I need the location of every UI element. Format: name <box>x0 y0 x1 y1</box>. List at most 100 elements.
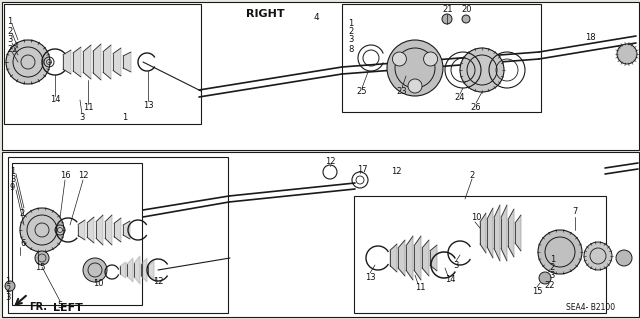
Text: 14: 14 <box>445 276 455 285</box>
Polygon shape <box>123 221 130 239</box>
Text: 23: 23 <box>397 87 407 97</box>
Text: 12: 12 <box>77 170 88 180</box>
Polygon shape <box>114 218 121 242</box>
Text: 1: 1 <box>5 277 10 286</box>
Text: 13: 13 <box>143 100 154 109</box>
Text: 3: 3 <box>453 261 459 270</box>
Text: 8: 8 <box>348 46 353 55</box>
Circle shape <box>617 44 637 64</box>
Polygon shape <box>83 45 91 79</box>
Text: 2: 2 <box>469 170 475 180</box>
Circle shape <box>538 230 582 274</box>
Polygon shape <box>390 244 397 272</box>
Bar <box>4 4 201 124</box>
Text: 15: 15 <box>532 286 542 295</box>
Bar <box>2 152 639 317</box>
Text: 11: 11 <box>83 103 93 113</box>
Polygon shape <box>422 240 429 276</box>
Circle shape <box>539 272 551 284</box>
Text: 2: 2 <box>7 26 12 35</box>
Text: 20: 20 <box>461 5 472 14</box>
Text: LEFT: LEFT <box>53 303 83 313</box>
Circle shape <box>460 48 504 92</box>
Polygon shape <box>134 256 140 284</box>
Text: 3: 3 <box>7 35 12 44</box>
Polygon shape <box>103 45 111 79</box>
Text: 2: 2 <box>550 263 555 272</box>
Polygon shape <box>123 52 131 72</box>
Polygon shape <box>494 205 500 261</box>
Text: 17: 17 <box>356 165 367 174</box>
Bar <box>8 157 228 313</box>
Bar <box>12 163 142 305</box>
Polygon shape <box>141 258 147 282</box>
Bar <box>2 2 639 150</box>
Text: 12: 12 <box>324 158 335 167</box>
Polygon shape <box>96 215 103 245</box>
Text: 21: 21 <box>443 5 453 14</box>
Text: 2: 2 <box>348 26 353 35</box>
Bar <box>354 196 606 313</box>
Polygon shape <box>105 215 112 245</box>
Circle shape <box>408 79 422 93</box>
Text: 3: 3 <box>348 34 353 43</box>
Circle shape <box>5 281 15 291</box>
Text: 3: 3 <box>550 271 555 280</box>
Text: 10: 10 <box>471 213 481 222</box>
Text: 3: 3 <box>79 114 84 122</box>
Polygon shape <box>87 217 94 243</box>
Text: 4: 4 <box>313 13 319 23</box>
Text: 3: 3 <box>5 293 10 301</box>
Polygon shape <box>120 262 126 278</box>
Text: 1: 1 <box>122 114 127 122</box>
Polygon shape <box>148 261 154 279</box>
Text: 14: 14 <box>50 95 60 105</box>
Text: 15: 15 <box>35 263 45 272</box>
Polygon shape <box>398 240 405 276</box>
Polygon shape <box>63 50 71 74</box>
Text: 1: 1 <box>7 18 12 26</box>
Text: 9: 9 <box>10 183 15 192</box>
Polygon shape <box>127 258 133 282</box>
Polygon shape <box>430 245 437 271</box>
Text: 13: 13 <box>365 272 375 281</box>
Circle shape <box>462 15 470 23</box>
Polygon shape <box>508 209 514 257</box>
Polygon shape <box>93 44 101 80</box>
Circle shape <box>392 52 406 66</box>
Text: 1: 1 <box>550 256 555 264</box>
Polygon shape <box>414 236 421 280</box>
Polygon shape <box>73 47 81 77</box>
Polygon shape <box>515 215 521 251</box>
Text: 5: 5 <box>58 300 63 309</box>
Polygon shape <box>78 220 85 240</box>
Text: 1: 1 <box>348 19 353 27</box>
Polygon shape <box>406 236 413 280</box>
Text: 1: 1 <box>10 167 15 176</box>
Circle shape <box>35 251 49 265</box>
Polygon shape <box>480 213 486 253</box>
Text: 22: 22 <box>7 46 17 55</box>
Circle shape <box>6 40 50 84</box>
Text: 2: 2 <box>5 285 10 293</box>
Circle shape <box>83 258 107 282</box>
Circle shape <box>616 250 632 266</box>
Text: 12: 12 <box>153 278 163 286</box>
Text: 2: 2 <box>19 209 24 218</box>
Text: 10: 10 <box>93 278 103 287</box>
Circle shape <box>584 242 612 270</box>
Text: 18: 18 <box>585 33 595 42</box>
Text: 16: 16 <box>60 170 70 180</box>
Circle shape <box>387 40 443 96</box>
Text: 25: 25 <box>356 87 367 97</box>
Text: 11: 11 <box>415 284 425 293</box>
Text: 7: 7 <box>572 207 578 217</box>
Text: FR.: FR. <box>29 302 47 312</box>
Polygon shape <box>487 208 493 258</box>
Polygon shape <box>113 48 121 76</box>
Text: RIGHT: RIGHT <box>246 9 284 19</box>
Text: 3: 3 <box>10 175 15 184</box>
Polygon shape <box>501 205 507 261</box>
Text: 24: 24 <box>455 93 465 102</box>
Text: 12: 12 <box>391 167 401 176</box>
